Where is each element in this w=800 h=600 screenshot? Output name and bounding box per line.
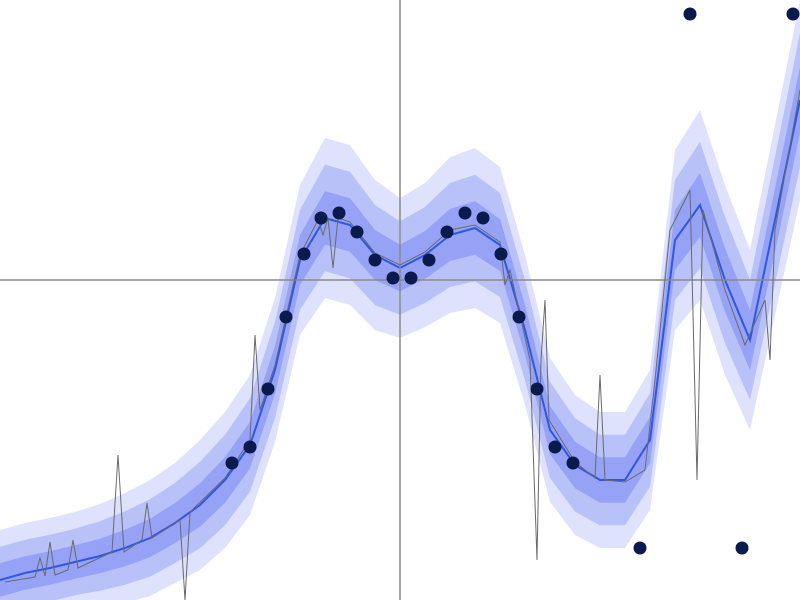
data-point bbox=[530, 382, 544, 396]
data-point bbox=[386, 271, 400, 285]
data-point bbox=[683, 7, 697, 21]
data-point bbox=[279, 310, 293, 324]
data-point bbox=[350, 225, 364, 239]
data-point bbox=[422, 253, 436, 267]
data-point bbox=[261, 382, 275, 396]
data-point bbox=[225, 456, 239, 470]
data-point bbox=[633, 541, 647, 555]
data-point bbox=[368, 253, 382, 267]
data-point bbox=[404, 271, 418, 285]
data-point bbox=[440, 225, 454, 239]
data-point bbox=[512, 310, 526, 324]
data-point bbox=[548, 440, 562, 454]
data-point bbox=[476, 211, 490, 225]
data-point bbox=[314, 211, 328, 225]
data-point bbox=[297, 247, 311, 261]
data-point bbox=[458, 206, 472, 220]
observed-line bbox=[4, 89, 800, 600]
confidence-band bbox=[0, 33, 800, 600]
data-point bbox=[786, 7, 800, 21]
confidence-band bbox=[0, 66, 800, 597]
data-point bbox=[332, 206, 346, 220]
data-point bbox=[243, 440, 257, 454]
data-point bbox=[494, 247, 508, 261]
data-point bbox=[566, 456, 580, 470]
data-point bbox=[735, 541, 749, 555]
